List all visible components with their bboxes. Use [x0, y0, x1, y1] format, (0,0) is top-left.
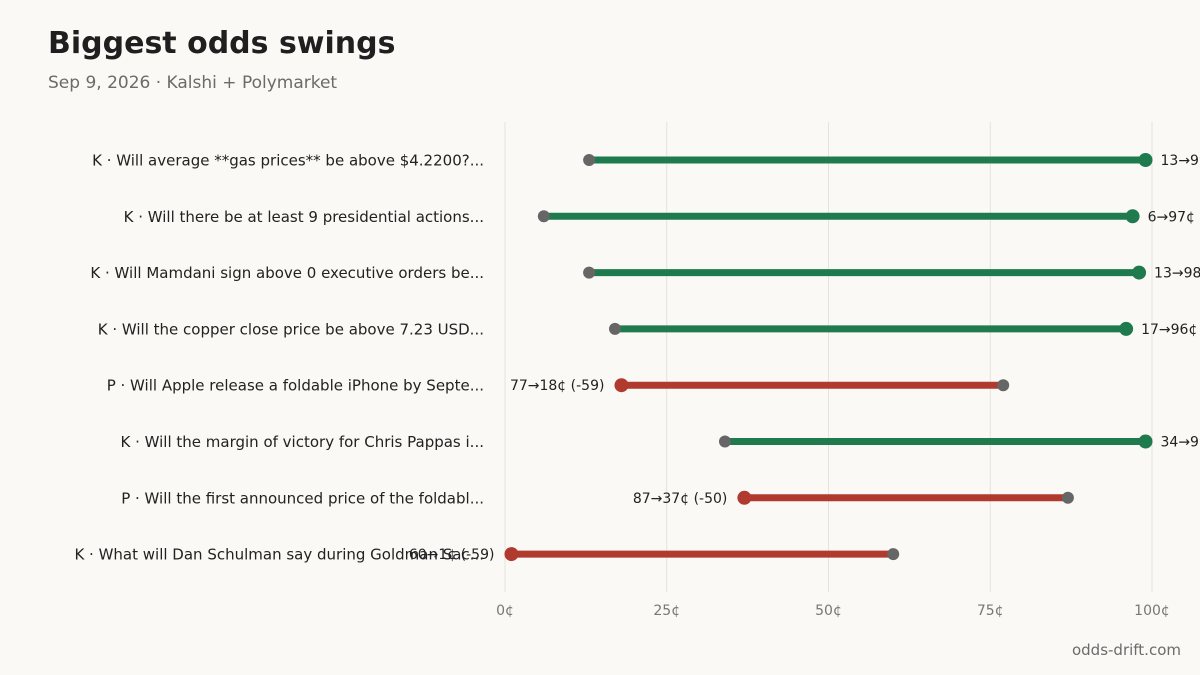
- start-point: [583, 266, 596, 279]
- row-label: K · Will average **gas prices** be above…: [92, 152, 484, 170]
- x-tick-label: 75¢: [977, 603, 1004, 619]
- start-point: [997, 379, 1010, 392]
- start-point: [608, 322, 621, 335]
- end-point: [614, 378, 629, 393]
- value-label: 17→96¢ (+79): [1141, 322, 1200, 338]
- start-point: [583, 154, 596, 166]
- grid-lines: [504, 122, 1153, 592]
- value-label: 34→99¢ (+65): [1161, 435, 1200, 451]
- chart-rows: K · Will average **gas prices** be above…: [74, 152, 1200, 564]
- chart-row: P · Will the first announced price of th…: [121, 489, 1074, 507]
- end-point: [504, 547, 519, 562]
- row-label: K · What will Dan Schulman say during Go…: [74, 546, 484, 564]
- value-label: 6→97¢ (+91): [1148, 209, 1200, 225]
- value-label: 13→98¢ (+85): [1154, 266, 1200, 282]
- row-label: K · Will there be at least 9 presidentia…: [124, 208, 484, 226]
- chart-row: P · Will Apple release a foldable iPhone…: [107, 377, 1010, 395]
- row-label: K · Will the margin of victory for Chris…: [120, 433, 484, 451]
- chart-title: Biggest odds swings: [48, 26, 396, 61]
- start-point: [718, 435, 731, 448]
- source-credit: odds-drift.com: [1071, 641, 1181, 659]
- end-point: [1119, 321, 1134, 336]
- chart-row: K · What will Dan Schulman say during Go…: [74, 546, 900, 564]
- x-tick-label: 25¢: [653, 603, 680, 619]
- chart-row: K · Will average **gas prices** be above…: [92, 152, 1200, 170]
- value-label: 77→18¢ (-59): [510, 378, 605, 394]
- end-point: [1138, 434, 1153, 449]
- end-point: [737, 490, 752, 505]
- end-point: [1132, 265, 1147, 280]
- x-tick-label: 0¢: [496, 603, 514, 619]
- start-point: [887, 548, 900, 561]
- chart-row: K · Will there be at least 9 presidentia…: [124, 208, 1200, 226]
- row-label: P · Will the first announced price of th…: [121, 489, 484, 507]
- chart-row: K · Will Mamdani sign above 0 executive …: [90, 264, 1200, 282]
- row-label: K · Will the copper close price be above…: [98, 320, 484, 338]
- end-point: [1138, 153, 1153, 167]
- row-label: P · Will Apple release a foldable iPhone…: [107, 377, 484, 395]
- start-point: [1061, 491, 1074, 504]
- chart-row: K · Will the copper close price be above…: [98, 320, 1200, 338]
- value-label: 87→37¢ (-50): [633, 491, 728, 507]
- x-tick-label: 100¢: [1134, 603, 1170, 619]
- chart-row: K · Will the margin of victory for Chris…: [120, 433, 1200, 451]
- end-point: [1125, 209, 1140, 224]
- value-label: 13→99¢ (+86): [1161, 153, 1200, 169]
- x-tick-label: 50¢: [815, 603, 842, 619]
- chart-subtitle: Sep 9, 2026 · Kalshi + Polymarket: [48, 73, 338, 93]
- value-label: 60→1¢ (-59): [409, 547, 495, 563]
- row-label: K · Will Mamdani sign above 0 executive …: [90, 264, 484, 282]
- x-axis: 0¢ 25¢ 50¢ 75¢ 100¢: [496, 603, 1170, 619]
- start-point: [537, 210, 550, 223]
